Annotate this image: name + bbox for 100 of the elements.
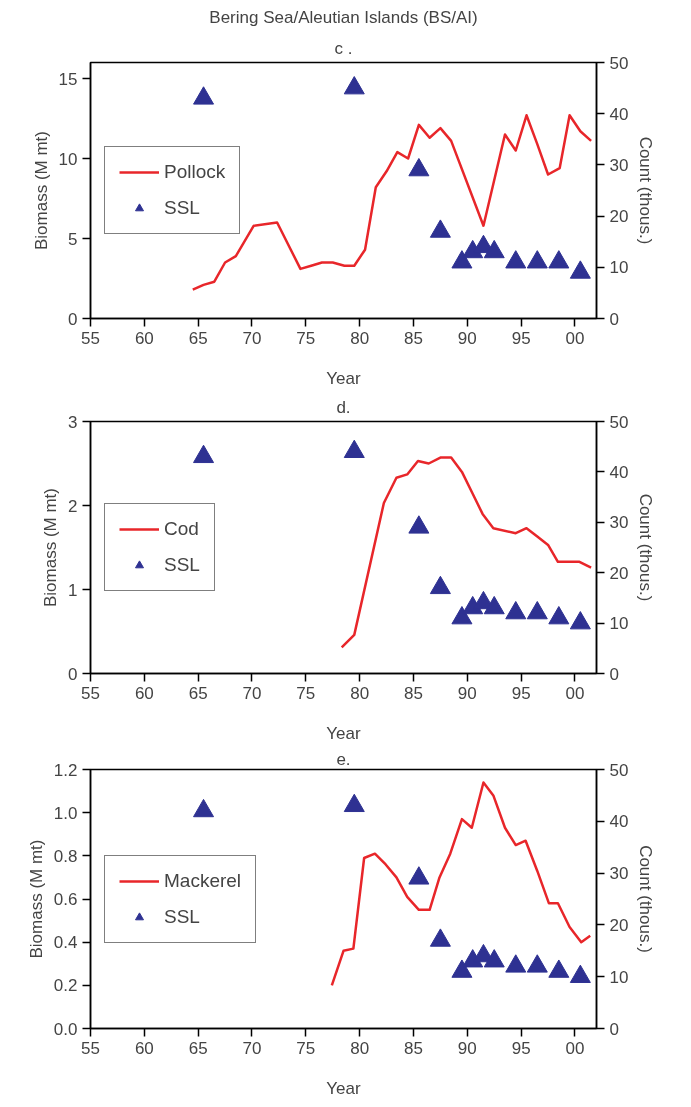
y2-tick-label: 20 [609, 915, 629, 935]
x-tick-label: 85 [404, 683, 423, 703]
y2-tick-label: 50 [609, 760, 629, 780]
y-tick-label: 5 [68, 229, 78, 249]
y-axis-title: Biomass (M mt) [31, 131, 51, 250]
point [505, 600, 527, 620]
y-tick-label: 0 [68, 309, 78, 329]
x-tick-label: 65 [188, 1038, 208, 1058]
point [343, 76, 365, 95]
y2-tick-label: 40 [609, 462, 629, 482]
y2-tick-label: 10 [609, 614, 629, 634]
legend-label: SSL [164, 905, 200, 928]
x-tick-label: 90 [457, 683, 477, 703]
point [193, 798, 215, 818]
legend-label: Mackerel [164, 869, 242, 892]
chart-subtitle: d. [336, 397, 351, 417]
y-tick-label: 0.8 [53, 846, 78, 866]
point [526, 954, 548, 973]
chart-subtitle: c . [334, 38, 353, 58]
x-tick-label: 55 [81, 1038, 100, 1058]
point [483, 239, 505, 259]
point [343, 793, 365, 813]
point [505, 250, 527, 269]
line-series [330, 781, 592, 987]
x-tick-label: 95 [511, 683, 531, 703]
x-tick-label: 90 [457, 328, 477, 348]
point [343, 439, 365, 459]
y2-tick-label: 10 [609, 258, 629, 278]
point [505, 954, 527, 973]
point [429, 219, 451, 238]
point [569, 964, 591, 983]
point [526, 250, 548, 269]
x-tick-label: 75 [296, 1038, 316, 1058]
y2-axis-title: Count (thous.) [636, 493, 656, 602]
point [483, 595, 505, 615]
y-tick-label: 0.2 [53, 976, 78, 996]
x-tick-label: 80 [350, 1038, 370, 1058]
point [569, 260, 591, 279]
y-tick-label: 1.0 [53, 803, 78, 823]
point [193, 444, 215, 464]
y-tick-label: 0.4 [53, 933, 78, 953]
x-tick-label: 75 [296, 683, 316, 703]
point [408, 515, 430, 534]
y-tick-label: 0 [68, 664, 78, 684]
x-tick-label: 85 [404, 1038, 423, 1058]
x-tick-label: 65 [188, 328, 208, 348]
x-tick-label: 65 [188, 683, 208, 703]
point [548, 250, 570, 269]
y2-axis-title: Count (thous.) [636, 136, 656, 245]
y-tick-label: 1.2 [53, 760, 78, 780]
y2-tick-label: 20 [609, 207, 629, 227]
y2-tick-label: 30 [609, 513, 629, 533]
y2-tick-label: 30 [609, 864, 629, 884]
y-tick-label: 0.0 [53, 1019, 78, 1039]
y2-tick-label: 0 [609, 309, 619, 329]
point [408, 866, 430, 885]
line-series [340, 456, 593, 649]
x-axis-title: Year [326, 723, 362, 743]
legend-label: Pollock [164, 161, 226, 183]
point [429, 575, 451, 595]
y2-tick-label: 0 [609, 1019, 619, 1039]
y-tick-label: 3 [68, 412, 78, 432]
point [451, 606, 473, 625]
x-tick-label: 60 [134, 683, 154, 703]
y2-tick-label: 20 [609, 563, 629, 583]
point [408, 157, 430, 177]
y-tick-label: 15 [58, 69, 78, 89]
point [569, 611, 591, 630]
y2-tick-label: 50 [609, 53, 629, 73]
y-tick-label: 10 [58, 149, 78, 169]
legend-label: Cod [164, 518, 199, 540]
x-tick-label: 95 [511, 328, 531, 348]
point [548, 606, 570, 625]
point [548, 959, 570, 978]
x-axis-title: Year [326, 1078, 362, 1098]
point [451, 250, 473, 269]
x-tick-label: 55 [81, 328, 100, 348]
x-tick-label: 80 [350, 328, 370, 348]
y-tick-label: 2 [68, 496, 78, 516]
x-tick-label: 85 [404, 328, 423, 348]
x-tick-label: 70 [242, 683, 262, 703]
x-tick-label: 60 [134, 328, 154, 348]
y2-tick-label: 40 [609, 812, 629, 832]
x-tick-label: 75 [296, 328, 316, 348]
y-tick-label: 0.6 [53, 890, 78, 909]
point [483, 949, 505, 968]
legend-label: SSL [164, 554, 200, 576]
point [451, 959, 473, 978]
y-axis-title: Biomass (M mt) [26, 839, 46, 959]
legend-label: SSL [164, 197, 200, 219]
point [193, 86, 215, 105]
x-tick-label: 00 [565, 328, 585, 348]
chart-subtitle: e. [336, 749, 351, 769]
x-tick-label: 00 [565, 683, 585, 703]
y-tick-label: 1 [68, 580, 78, 600]
x-tick-label: 95 [511, 1038, 531, 1058]
x-tick-label: 55 [81, 683, 100, 703]
x-tick-label: 80 [350, 683, 370, 703]
y2-tick-label: 0 [609, 664, 619, 684]
y2-tick-label: 30 [609, 155, 629, 175]
